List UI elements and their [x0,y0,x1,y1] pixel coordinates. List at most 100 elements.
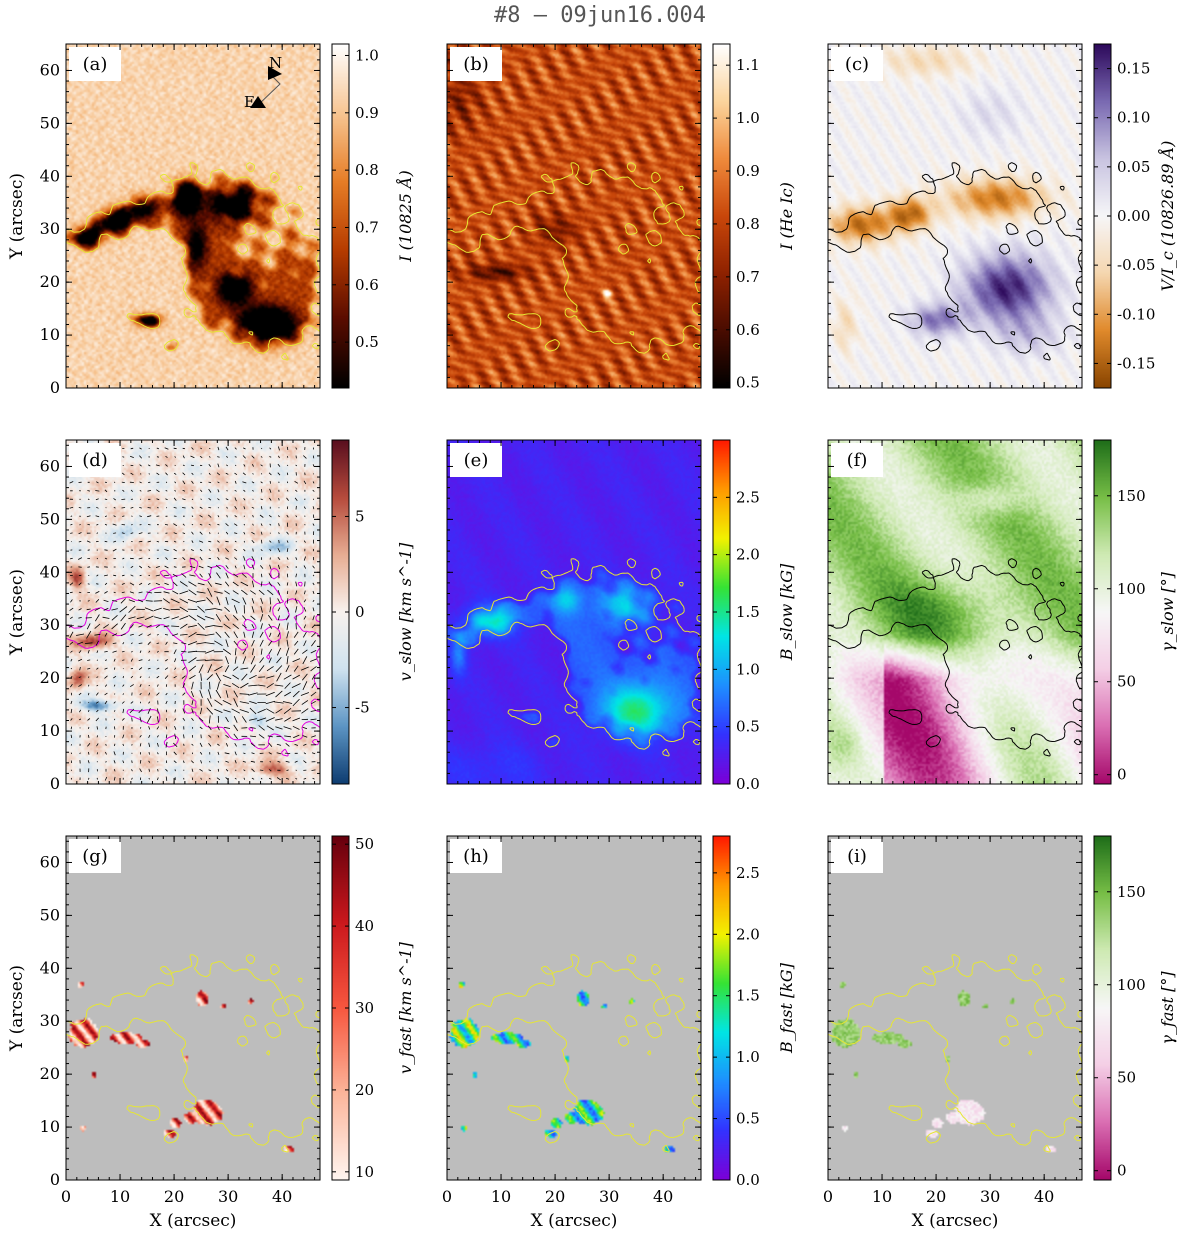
colorbar-tick-label: 0.5 [355,333,379,351]
panel-g-label-box [69,839,121,873]
panel-c: (c) -0.15 -0.10 -0.05 0.00 0.05 0.10 0.15 V/I_c … [827,43,1177,389]
panel-h-contour [447,954,701,1153]
east-arrow-icon [250,96,266,108]
colorbar-tick-label: 100 [1117,976,1146,994]
colorbar-tick-label: 0 [1117,766,1127,784]
panel-d-colorbar [332,440,349,784]
panel-a-map [66,44,320,388]
panel-c-map [828,44,1082,388]
colorbar-tick-label: 150 [1117,487,1146,505]
panel-label: (c) [845,54,869,75]
y-tick-label: 0 [50,774,60,793]
panel-i-map [828,836,1082,1180]
colorbar-label: I (He Ic) [777,182,796,251]
colorbar-label: v_slow [km s^-1] [396,542,415,681]
panel-f-map [828,440,1082,784]
panel-e-label-box [450,443,502,477]
panel-i-contour [828,954,1082,1153]
panel-g-frame [65,835,321,1181]
colorbar-tick-label: 0.10 [1117,109,1150,127]
colorbar-label: B_slow [kG] [777,563,796,661]
y-tick-label: 0 [50,378,60,397]
y-tick-label: 50 [40,905,60,924]
panel-label: (a) [83,54,108,75]
colorbar-tick-label: 5 [355,507,365,525]
colorbar-tick-label: 0.7 [355,218,379,236]
colorbar-tick-label: 10 [355,1163,374,1181]
panel-d-contour [66,558,320,757]
colorbar-tick-label: 0.6 [355,276,379,294]
panel-g-map [66,836,320,1180]
colorbar-label: V/I_c (10826.89 Å) [1157,141,1177,292]
panel-e: (e) 0.0 0.5 1.0 1.5 2.0 2.5 B_slow [kG] [446,439,796,793]
y-tick-label: 50 [40,113,60,132]
y-tick-label: 40 [40,958,60,977]
colorbar-tick-label: 2.5 [736,488,760,506]
y-tick-label: 30 [40,219,60,238]
panel-h-frame [446,835,702,1181]
colorbar-tick-label: 1.5 [736,987,760,1005]
panel-label: (g) [82,846,108,867]
colorbar-tick-label: 0.0 [736,775,760,793]
panel-h-label-box [450,839,502,873]
colorbar-tick-label: 1.1 [736,56,760,74]
colorbar-tick-label: 0.5 [736,718,760,736]
colorbar-tick-label: 0.5 [736,1110,760,1128]
y-axis-label: Y (arcsec) [7,569,27,656]
colorbar-tick-label: 1.5 [736,603,760,621]
panel-c-label-box [831,47,883,81]
colorbar-tick-label: 0.6 [736,321,760,339]
colorbar-tick-label: 0.0 [736,1171,760,1189]
y-axis-label: Y (arcsec) [7,965,27,1052]
panel-b-contour [447,162,701,361]
panel-f-colorbar [1094,440,1111,784]
y-tick-label: 10 [40,721,60,740]
panel-b-map [447,44,701,388]
x-tick-label: 10 [110,1187,130,1206]
panel-a-frame [65,43,321,389]
colorbar-label: γ_slow [°] [1158,571,1177,652]
panel-i-label-box [831,839,883,873]
colorbar-tick-label: 30 [355,999,374,1017]
panel-label: (f) [847,450,868,471]
y-tick-label: 30 [40,1011,60,1030]
y-tick-label: 20 [40,272,60,291]
x-axis-label: X (arcsec) [150,1211,237,1231]
panel-d-frame [65,439,321,785]
x-tick-label: 0 [61,1187,71,1206]
colorbar-tick-label: 0 [1117,1162,1127,1180]
colorbar-tick-label: -0.05 [1117,256,1155,274]
colorbar-tick-label: 150 [1117,883,1146,901]
panel-b-frame [446,43,702,389]
panel-a-label-box [69,47,121,81]
y-tick-label: 50 [40,509,60,528]
colorbar-tick-label: 0.5 [736,374,760,392]
y-tick-label: 60 [40,456,60,475]
x-tick-label: 40 [1034,1187,1054,1206]
panel-g-contour [66,954,320,1153]
panel-e-colorbar [713,440,730,784]
y-tick-label: 20 [40,1064,60,1083]
x-tick-label: 40 [272,1187,292,1206]
colorbar-tick-label: 40 [355,917,374,935]
colorbar-label: I (10825 Å) [395,170,415,262]
x-tick-label: 30 [980,1187,1000,1206]
panel-h-colorbar [713,836,730,1180]
colorbar-tick-label: -5 [355,699,370,717]
panel-label: (i) [847,846,867,867]
y-tick-label: 10 [40,325,60,344]
panel-g-colorbar [332,836,349,1180]
panel-d-map [66,440,320,784]
colorbar-tick-label: 50 [1117,1069,1136,1087]
colorbar-tick-label: 100 [1117,580,1146,598]
colorbar-tick-label: 0.8 [736,215,760,233]
x-tick-label: 0 [823,1187,833,1206]
panel-h: (h) 0 10 20 30 40 X (arcsec) 0.0 0.5 1.0 1.5 2.0 2.5… [442,835,796,1231]
colorbar-tick-label: 0 [355,603,365,621]
x-tick-label: 20 [545,1187,565,1206]
panel-c-colorbar [1094,44,1111,388]
colorbar-tick-label: 2.0 [736,546,760,564]
colorbar-tick-label: 1.0 [736,660,760,678]
colorbar-label: B_fast [kG] [777,962,796,1054]
